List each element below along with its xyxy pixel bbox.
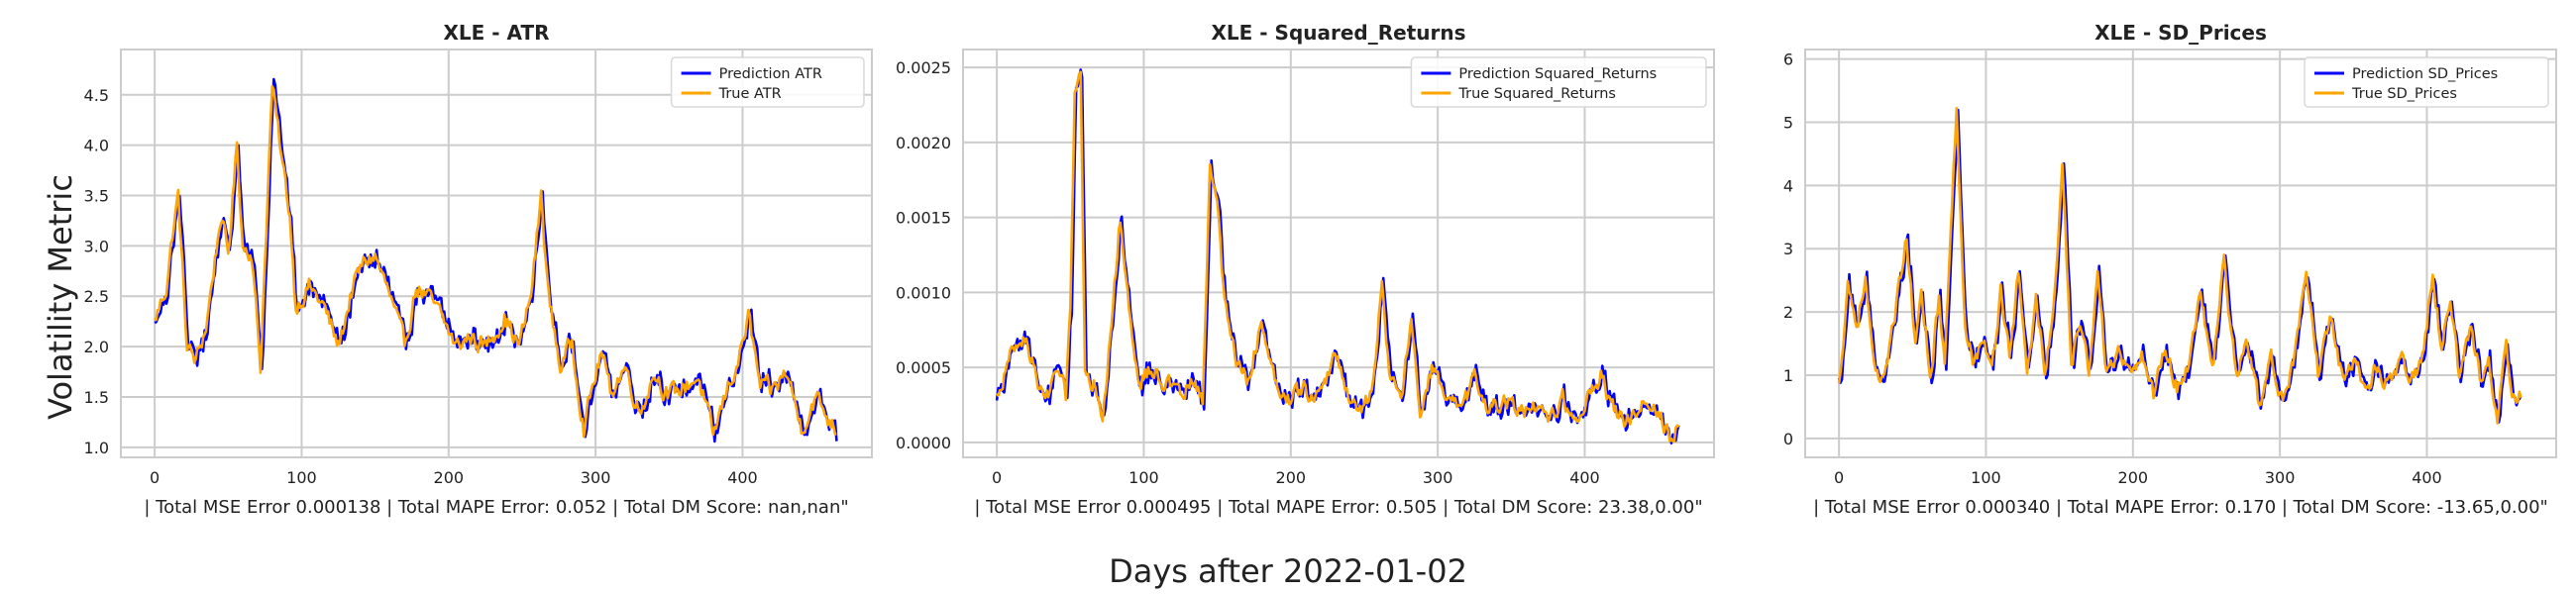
x-tick-label: 400 [2412,468,2442,487]
y-tick-label: 1.5 [84,388,109,407]
y-tick-label: 2.0 [84,338,109,356]
y-tick-label: 5 [1783,113,1793,132]
x-tick-label: 200 [2118,468,2149,487]
plot-frame [120,49,873,458]
legend-label-true: True SD_Prices [2351,86,2457,102]
y-tick-label: 0.0020 [896,134,951,152]
subplot-title: XLE - ATR [443,21,549,45]
x-tick-label: 400 [1569,468,1600,487]
subplot-xlabel: | Total MSE Error 0.000495 | Total MAPE … [974,497,1702,518]
legend: Prediction Squared_Returns True Squared_R… [1410,56,1707,108]
y-tick-label: 6 [1783,50,1793,69]
x-tick-label: 100 [1971,468,2001,487]
x-tick-label: 0 [150,468,160,487]
x-tick-label: 200 [434,468,465,487]
y-tick-label: 4 [1783,176,1793,195]
x-tick-label: 400 [727,468,758,487]
x-tick-label: 100 [1128,468,1159,487]
subplot-3: 0 100 200 300 400 0 1 2 3 4 5 6 XLE - SD_Prices | Tot… [1783,21,2557,518]
y-tick-label: 3 [1783,240,1793,258]
subplot-2: 0 100 200 300 400 0.0000 0.0005 0.0010 0.0015 0.0… [896,21,1715,518]
legend: Prediction SD_Prices True SD_Prices [2304,56,2549,108]
legend: Prediction ATR True ATR [670,56,865,108]
figure-xlabel: Days after 2022-01-02 [1109,552,1467,590]
grid [121,50,872,457]
y-tick-label: 0 [1783,430,1793,448]
subplot-xlabel: | Total MSE Error 0.000340 | Total MAPE … [1813,497,2548,518]
y-tick-label: 2.5 [84,287,109,306]
y-tick-label: 3.0 [84,237,109,255]
y-tick-label: 3.5 [84,187,109,206]
grid [963,50,1714,457]
y-tick-label: 0.0000 [896,434,951,452]
x-tick-label: 100 [286,468,317,487]
y-tick-label: 0.0015 [896,209,951,228]
plot-frame [1804,49,2557,458]
subplot-xlabel: | Total MSE Error 0.000138 | Total MAPE … [144,497,848,518]
plot-area [1805,50,2556,457]
x-tick-label: 200 [1276,468,1307,487]
legend-label-prediction: Prediction Squared_Returns [1458,66,1657,82]
series-line-true [154,84,837,439]
y-tick-label: 4.0 [84,137,109,155]
x-tick-label: 300 [2265,468,2296,487]
legend-label-prediction: Prediction SD_Prices [2352,66,2498,82]
legend-label-true: True Squared_Returns [1457,86,1616,102]
legend-box [670,56,865,108]
y-tick-label: 2 [1783,303,1793,322]
y-tick-label: 1 [1783,366,1793,385]
plot-frame [962,49,1715,458]
subplot-1: 0 100 200 300 400 1.0 1.5 2.0 2.5 3.0 3.5 4.0 4.5 XLE… [84,21,873,518]
series-line-true [996,70,1680,444]
subplot-panels: 0 100 200 300 4001.01.52.02.53.03.54.04.5XLE… [84,21,2557,518]
y-tick-label: 0.0010 [896,283,951,302]
x-tick-label: 300 [581,468,611,487]
subplot-title: XLE - SD_Prices [2094,21,2267,45]
y-tick-label: 1.0 [84,439,109,457]
legend-box [2304,56,2549,108]
subplot-title: XLE - Squared_Returns [1211,21,1465,45]
series-line-true [1837,107,2522,425]
y-tick-label: 4.5 [84,86,109,105]
x-tick-label: 300 [1423,468,1453,487]
x-tick-label: 0 [992,468,1002,487]
x-tick-label: 0 [1834,468,1844,487]
legend-box [1410,56,1707,108]
legend-label-true: True ATR [718,86,782,102]
figure-ylabel: Volatility Metric [42,174,79,420]
y-tick-label: 0.0005 [896,358,951,377]
legend-label-prediction: Prediction ATR [719,66,822,82]
y-tick-label: 0.0025 [896,58,951,77]
